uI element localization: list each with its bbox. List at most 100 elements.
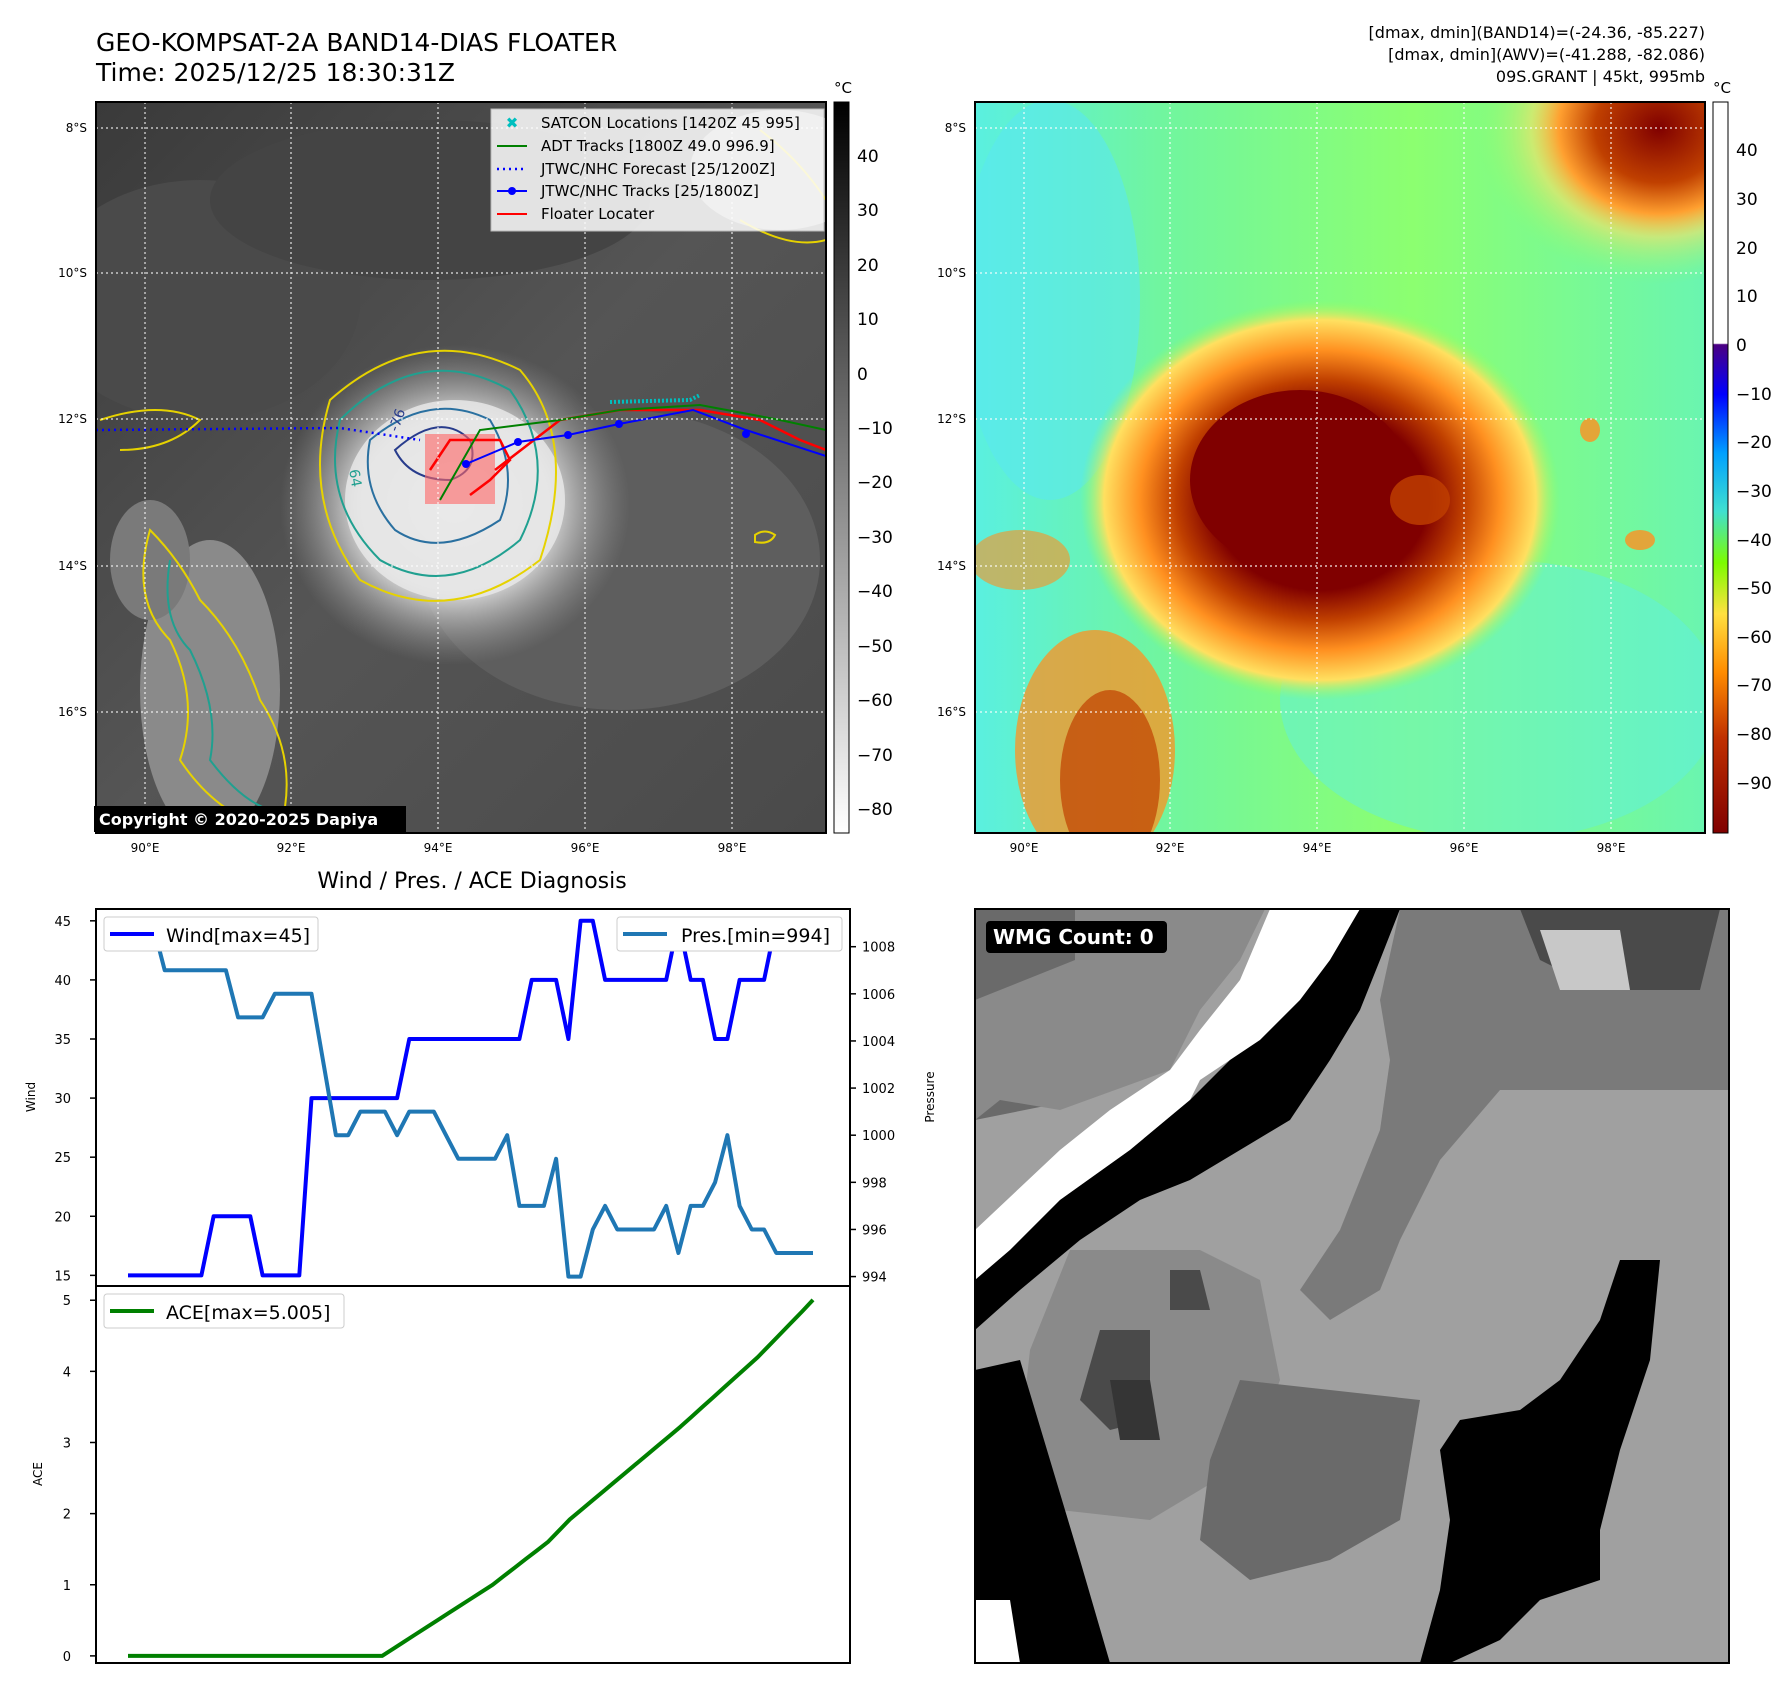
ace-panel: 0 1 2 3 4 5 ACE ACE[max=5.005] [31,1285,851,1665]
ir-lat-tick: 8°S [66,121,87,135]
ir-lon-tick: 94°E [424,841,453,855]
awv-lat-tick: 16°S [937,705,966,719]
ace-tick-label: 3 [63,1436,71,1451]
awv-lat-tick: 8°S [945,121,966,135]
pres-legend-label: Pres.[min=994] [681,925,830,947]
wind-legend: Wind[max=45] [103,916,319,952]
ir-lon-tick: 96°E [571,841,600,855]
svg-text:−60: −60 [1736,628,1772,648]
awv-lon-tick: 90°E [1010,841,1039,855]
ace-series [128,1298,815,1658]
svg-text:0: 0 [1736,336,1747,356]
ir-lat-tick: 10°S [58,266,87,280]
svg-text:−80: −80 [1736,725,1772,745]
pres-tick-label: 998 [862,1176,887,1191]
legend-forecast: JTWC/NHC Forecast [25/1200Z] [540,160,775,178]
pres-yticks: 994 996 998 1000 1002 1004 1006 1008 [850,941,895,1286]
pres-legend: Pres.[min=994] [616,916,843,952]
ace-yticks: 0 1 2 3 4 5 [63,1294,96,1665]
ir-legend: ✖ SATCON Locations [1420Z 45 995] ADT Tr… [490,108,825,232]
ir-lat-tick: 16°S [58,705,87,719]
svg-text:30: 30 [1736,190,1758,210]
legend-x-marker: ✖ [506,114,519,132]
pres-series [128,921,813,1279]
ir-lat-tick: 12°S [58,412,87,426]
awv-gridlines [975,102,1705,833]
wind-yticks: 15 20 25 30 35 40 45 [54,915,96,1284]
pres-tick-label: 994 [862,1271,887,1286]
svg-text:20: 20 [857,256,879,276]
copyright-text: Copyright © 2020-2025 Dapiya [99,810,378,829]
ir-colorbar [833,101,850,834]
wind-line [128,918,813,1278]
pres-ylabel: Pressure [923,1071,937,1122]
diagnosis-title: Wind / Pres. / ACE Diagnosis [317,869,626,894]
svg-text:−60: −60 [857,691,893,711]
ir-gridlines [96,102,826,833]
wind-pres-panel: 15 20 25 30 35 40 45 994 996 998 1000 1002 1004 1006… [24,908,937,1287]
wind-tick-label: 40 [54,974,71,989]
ace-tick-label: 5 [63,1294,71,1309]
legend-floater: Floater Locater [541,205,655,223]
svg-text:−70: −70 [1736,676,1772,696]
pres-tick-label: 1004 [862,1035,895,1050]
pres-tick-label: 1008 [862,941,895,956]
pres-tick-label: 996 [862,1223,887,1238]
wmg-imagery [975,909,1729,1663]
stats-band14: [dmax, dmin](BAND14)=(-24.36, -85.227) [1369,23,1705,42]
awv-lon-tick: 98°E [1597,841,1626,855]
svg-text:10: 10 [1736,287,1758,307]
svg-text:−40: −40 [1736,531,1772,551]
pres-tick-label: 1002 [862,1082,895,1097]
awv-colorbar-ticks: 40 30 20 10 0 −10 −20 −30 −40 −50 −60 −7… [1736,141,1772,794]
awv-lat-tick: 10°S [937,266,966,280]
ir-colorbar-ticks: 40 30 20 10 0 −10 −20 −30 −40 −50 −60 −7… [857,147,893,820]
wind-tick-label: 20 [54,1210,71,1225]
ir-lon-tick: 92°E [277,841,306,855]
svg-text:−20: −20 [857,473,893,493]
svg-text:−30: −30 [857,528,893,548]
ace-ylabel: ACE [31,1462,45,1486]
ace-tick-label: 0 [63,1650,71,1665]
wind-series [128,918,813,1278]
ace-tick-label: 1 [63,1579,71,1594]
wind-legend-label: Wind[max=45] [166,925,310,947]
svg-text:−10: −10 [1736,385,1772,405]
awv-colorbar [1712,101,1729,834]
ace-tick-label: 4 [63,1365,71,1380]
awv-lat-tick: 14°S [937,559,966,573]
stats-awv: [dmax, dmin](AWV)=(-41.288, -82.086) [1388,45,1705,64]
svg-text:−50: −50 [857,637,893,657]
pres-tick-label: 1006 [862,988,895,1003]
wind-tick-label: 15 [54,1269,71,1284]
pres-tick-label: 1000 [862,1129,895,1144]
ace-line [128,1298,815,1658]
ace-legend: ACE[max=5.005] [103,1293,345,1329]
awv-lat-tick: 12°S [937,412,966,426]
svg-text:40: 40 [1736,141,1758,161]
ir-lat-tick: 14°S [58,559,87,573]
wind-tick-label: 25 [54,1151,71,1166]
wmg-count-box [986,921,1167,953]
copyright-box [94,806,406,832]
awv-lon-tick: 92°E [1156,841,1185,855]
wind-tick-label: 35 [54,1033,71,1048]
svg-text:40: 40 [857,147,879,167]
contour-label-64: 64 [345,468,364,488]
ir-lon-tick: 98°E [718,841,747,855]
svg-text:30: 30 [857,201,879,221]
svg-text:0: 0 [857,365,868,385]
contour-label-76: -76 [386,407,409,434]
legend-satcon: SATCON Locations [1420Z 45 995] [541,114,800,132]
legend-adt: ADT Tracks [1800Z 49.0 996.9] [541,137,775,155]
wmg-panel: WMG Count: 0 [974,908,1730,1664]
svg-text:−80: −80 [857,800,893,820]
storm-info: 09S.GRANT | 45kt, 995mb [1496,67,1705,86]
ir-lon-tick: 90°E [131,841,160,855]
svg-text:−70: −70 [857,746,893,766]
pres-line [128,921,813,1279]
svg-text:−40: −40 [857,582,893,602]
wind-tick-label: 45 [54,915,71,930]
svg-text:20: 20 [1736,239,1758,259]
